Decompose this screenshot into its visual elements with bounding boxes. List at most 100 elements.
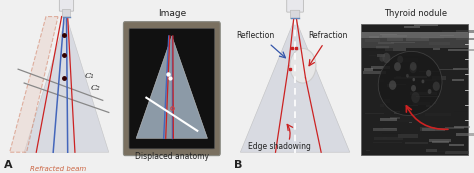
- Bar: [363, 71, 386, 74]
- Bar: [452, 79, 464, 81]
- Circle shape: [389, 80, 396, 90]
- Bar: [440, 35, 454, 36]
- Bar: [426, 149, 438, 152]
- Bar: [429, 42, 450, 45]
- Bar: [376, 46, 389, 49]
- Bar: [381, 104, 384, 107]
- Bar: [394, 77, 415, 79]
- Text: B: B: [234, 160, 242, 170]
- Bar: [406, 72, 426, 74]
- Bar: [422, 79, 436, 81]
- Circle shape: [383, 53, 391, 63]
- Bar: [369, 36, 380, 38]
- Bar: [384, 99, 390, 103]
- Bar: [446, 127, 464, 129]
- Polygon shape: [136, 36, 208, 138]
- Bar: [369, 55, 375, 56]
- Bar: [456, 133, 474, 136]
- Bar: [373, 142, 402, 143]
- Circle shape: [426, 70, 431, 77]
- Bar: [429, 139, 451, 143]
- Text: Refraction: Refraction: [308, 31, 347, 40]
- Circle shape: [421, 80, 424, 83]
- Bar: [379, 79, 383, 82]
- Text: Displaced anatomy: Displaced anatomy: [135, 152, 209, 161]
- Bar: [397, 84, 406, 85]
- Bar: [393, 111, 400, 114]
- Bar: [421, 38, 444, 39]
- Bar: [432, 141, 449, 143]
- Bar: [434, 34, 442, 37]
- Bar: [409, 122, 412, 123]
- Bar: [383, 136, 387, 139]
- Bar: [405, 142, 428, 144]
- FancyBboxPatch shape: [291, 10, 300, 19]
- Circle shape: [394, 62, 401, 71]
- Text: Reflection: Reflection: [237, 31, 274, 40]
- Bar: [382, 53, 387, 56]
- Circle shape: [406, 74, 409, 78]
- Circle shape: [379, 55, 384, 62]
- Circle shape: [290, 48, 316, 83]
- Bar: [445, 151, 469, 154]
- Bar: [432, 76, 447, 80]
- Bar: [407, 76, 428, 78]
- Bar: [448, 49, 474, 51]
- Bar: [398, 134, 418, 138]
- Text: C₁: C₁: [84, 72, 94, 80]
- Bar: [380, 117, 397, 121]
- Bar: [365, 48, 393, 51]
- Bar: [378, 42, 394, 44]
- Bar: [385, 48, 406, 51]
- FancyBboxPatch shape: [59, 0, 73, 11]
- Text: Edge shadowing: Edge shadowing: [248, 142, 311, 151]
- Bar: [398, 120, 413, 122]
- Bar: [390, 117, 400, 119]
- Bar: [382, 133, 401, 134]
- Bar: [383, 128, 396, 129]
- Bar: [366, 149, 370, 151]
- Bar: [391, 112, 413, 115]
- Circle shape: [433, 81, 440, 91]
- Polygon shape: [9, 17, 58, 152]
- FancyBboxPatch shape: [287, 0, 303, 12]
- Bar: [412, 100, 436, 104]
- Circle shape: [412, 78, 415, 81]
- Bar: [371, 66, 390, 69]
- Bar: [454, 67, 468, 70]
- Bar: [361, 24, 468, 155]
- Bar: [404, 26, 420, 28]
- Bar: [414, 24, 438, 26]
- Bar: [365, 113, 384, 114]
- Circle shape: [397, 56, 403, 63]
- Circle shape: [411, 85, 416, 92]
- FancyBboxPatch shape: [63, 9, 71, 17]
- Bar: [442, 30, 468, 33]
- Circle shape: [410, 63, 417, 73]
- Polygon shape: [24, 17, 109, 152]
- Bar: [454, 111, 467, 112]
- Bar: [387, 38, 403, 41]
- Bar: [433, 151, 446, 152]
- Bar: [361, 32, 468, 38]
- Text: Image: Image: [158, 9, 186, 18]
- Bar: [364, 68, 373, 71]
- Bar: [382, 35, 407, 37]
- Text: Refracted beam: Refracted beam: [30, 166, 86, 172]
- Bar: [374, 137, 403, 140]
- Bar: [419, 71, 440, 72]
- Bar: [406, 38, 428, 41]
- Bar: [438, 69, 458, 70]
- Bar: [380, 34, 397, 35]
- Bar: [392, 58, 418, 62]
- Bar: [410, 92, 438, 95]
- Bar: [361, 32, 468, 48]
- Ellipse shape: [378, 51, 442, 116]
- Bar: [401, 53, 425, 56]
- FancyBboxPatch shape: [129, 28, 215, 149]
- Text: C₂: C₂: [91, 84, 100, 92]
- Bar: [449, 144, 464, 146]
- FancyBboxPatch shape: [123, 22, 220, 156]
- Bar: [377, 54, 385, 57]
- Bar: [422, 128, 445, 131]
